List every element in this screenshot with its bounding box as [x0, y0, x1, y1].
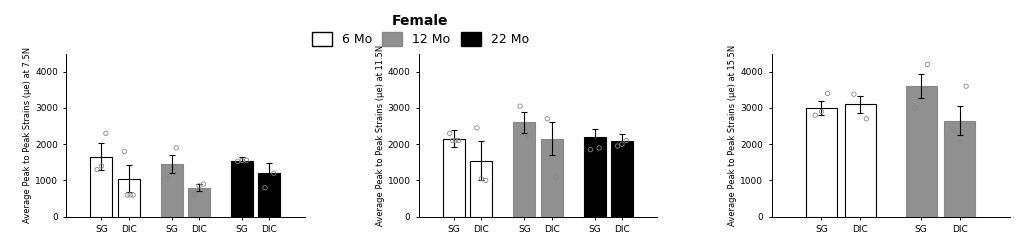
Point	[582, 148, 598, 152]
Point	[539, 117, 555, 121]
Bar	[610, 141, 633, 217]
Point	[191, 184, 207, 188]
Point	[119, 193, 136, 197]
Point	[441, 131, 458, 135]
Point	[238, 158, 255, 162]
Point	[812, 110, 828, 114]
Bar	[442, 139, 465, 217]
Bar	[187, 188, 210, 217]
Point	[168, 146, 184, 150]
Y-axis label: Average Peak to Peak Strains (μe) at 11.5N: Average Peak to Peak Strains (μe) at 11.…	[375, 45, 384, 226]
Point	[159, 177, 175, 181]
Bar	[844, 104, 875, 217]
Bar	[258, 173, 280, 217]
Bar	[944, 121, 974, 217]
Point	[229, 159, 246, 163]
Bar	[161, 164, 182, 217]
Point	[116, 149, 132, 153]
Point	[93, 164, 109, 168]
Point	[590, 146, 606, 150]
Bar	[470, 161, 492, 217]
Point	[98, 131, 114, 135]
Point	[469, 126, 485, 130]
Point	[857, 117, 873, 121]
Y-axis label: Average Peak to Peak Strains (μe) at 7.5N: Average Peak to Peak Strains (μe) at 7.5…	[23, 47, 33, 223]
Point	[444, 139, 461, 143]
Point	[918, 62, 934, 67]
Point	[125, 193, 142, 197]
Bar	[231, 161, 253, 217]
Point	[186, 192, 203, 196]
Point	[122, 193, 139, 197]
Point	[265, 171, 281, 175]
Bar	[91, 157, 112, 217]
Point	[609, 144, 626, 148]
Legend: 6 Mo, 12 Mo, 22 Mo: 6 Mo, 12 Mo, 22 Mo	[312, 14, 528, 46]
Bar	[117, 179, 140, 217]
Point	[806, 113, 822, 117]
Point	[447, 139, 464, 143]
Point	[195, 182, 211, 186]
Point	[473, 177, 489, 181]
Bar	[513, 122, 535, 217]
Point	[618, 139, 634, 143]
Bar	[583, 137, 605, 217]
Point	[547, 175, 564, 179]
Y-axis label: Average Peak to Peak Strains (μe) at 15.5N: Average Peak to Peak Strains (μe) at 15.…	[728, 45, 737, 226]
Point	[818, 91, 835, 96]
Point	[957, 84, 973, 88]
Point	[477, 178, 493, 182]
Bar	[540, 139, 562, 217]
Point	[845, 92, 861, 96]
Point	[945, 128, 961, 132]
Point	[449, 139, 466, 143]
Point	[906, 106, 922, 110]
Point	[257, 186, 273, 190]
Point	[233, 159, 250, 163]
Point	[520, 135, 536, 139]
Point	[512, 104, 528, 108]
Bar	[905, 86, 935, 217]
Bar	[805, 108, 837, 217]
Point	[613, 142, 630, 146]
Point	[951, 140, 967, 144]
Point	[89, 168, 105, 172]
